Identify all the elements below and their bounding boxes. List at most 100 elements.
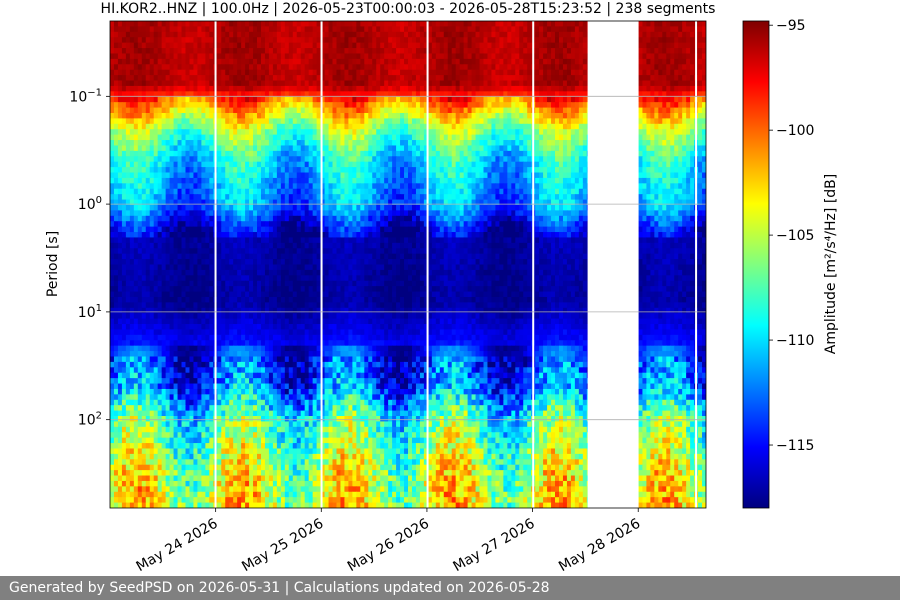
spectrogram-cell <box>582 31 588 38</box>
spectrogram-cell <box>141 107 147 114</box>
spectrogram-cell <box>670 96 675 103</box>
spectrogram-cell <box>161 75 167 82</box>
spectrogram-cell <box>193 75 199 82</box>
spectrogram-cell <box>408 64 413 71</box>
spectrogram-cell <box>475 69 481 76</box>
spectrogram-cell <box>253 118 258 125</box>
spectrogram-cell <box>388 69 393 76</box>
spectrogram-cell <box>217 31 222 38</box>
spectrogram-cell <box>411 188 417 195</box>
spectrogram-cell <box>459 129 465 136</box>
spectrogram-cell <box>455 102 461 109</box>
spectrogram-cell <box>396 177 401 184</box>
spectrogram-cell <box>527 48 532 55</box>
spectrogram-cell <box>197 102 202 109</box>
spectrogram-cell <box>479 167 485 174</box>
spectrogram-cell <box>678 37 683 44</box>
spectrogram-cell <box>479 194 485 201</box>
spectrogram-cell <box>233 64 238 71</box>
spectrogram-cell <box>638 107 644 114</box>
spectrogram-cell <box>292 107 298 114</box>
spectrogram-cell <box>491 177 497 184</box>
spectrogram-cell <box>169 150 175 157</box>
spectrogram-cell <box>439 42 445 49</box>
spectrogram-cell <box>360 118 365 125</box>
spectrogram-cell <box>153 85 159 92</box>
spectrogram-cell <box>328 161 334 168</box>
spectrogram-cell <box>467 80 473 87</box>
spectrogram-cell <box>181 85 187 92</box>
spectrogram-cell <box>348 69 353 76</box>
spectrogram-cell <box>646 96 651 103</box>
spectrogram-cell <box>670 26 675 33</box>
spectrogram-cell <box>463 145 469 152</box>
spectrogram-cell <box>312 53 318 60</box>
spectrogram-cell <box>419 69 425 76</box>
spectrogram-cell <box>471 167 477 174</box>
spectrogram-cell <box>253 183 258 190</box>
spectrogram-cell <box>257 118 262 125</box>
spectrogram-cell <box>264 123 270 130</box>
spectrogram-cell <box>392 37 397 44</box>
spectrogram-cell <box>292 21 298 28</box>
spectrogram-cell <box>384 58 389 65</box>
spectrogram-cell <box>658 91 663 98</box>
spectrogram-cell <box>113 42 119 49</box>
spectrogram-cell <box>113 156 119 163</box>
spectrogram-cell <box>276 75 282 82</box>
spectrogram-cell <box>499 161 504 168</box>
spectrogram-cell <box>209 102 214 109</box>
spectrogram-cell <box>642 69 647 76</box>
spectrogram-cell <box>698 102 703 109</box>
spectrogram-cell <box>217 91 222 98</box>
spectrogram-cell <box>682 177 687 184</box>
spectrogram-cell <box>149 80 155 87</box>
spectrogram-cell <box>264 107 270 114</box>
spectrogram-cell <box>527 37 532 44</box>
spectrogram-cell <box>300 96 306 103</box>
spectrogram-cell <box>408 91 413 98</box>
spectrogram-cell <box>233 107 238 114</box>
spectrogram-cell <box>332 183 338 190</box>
spectrogram-cell <box>443 53 449 60</box>
spectrogram-cell <box>368 118 373 125</box>
spectrogram-cell <box>686 140 691 147</box>
spectrogram-cell <box>245 150 250 157</box>
spectrogram-cell <box>272 107 278 114</box>
spectrogram-cell <box>205 96 210 103</box>
spectrogram-cell <box>459 123 465 130</box>
spectrogram-cell <box>388 123 393 130</box>
spectrogram-cell <box>475 80 481 87</box>
spectrogram-cell <box>117 161 123 168</box>
spectrogram-cell <box>348 112 353 119</box>
spectrogram-cell <box>650 69 655 76</box>
spectrogram-cell <box>392 31 397 38</box>
spectrogram-cell <box>284 75 290 82</box>
spectrogram-cell <box>646 91 651 98</box>
spectrogram-cell <box>332 21 338 28</box>
spectrogram-cell <box>523 21 528 28</box>
spectrogram-cell <box>662 123 667 130</box>
spectrogram-cell <box>582 91 588 98</box>
spectrogram-cell <box>570 69 576 76</box>
spectrogram-cell <box>562 112 568 119</box>
spectrogram-cell <box>511 80 516 87</box>
spectrogram-cell <box>320 85 326 92</box>
spectrogram-cell <box>400 112 405 119</box>
spectrogram-cell <box>360 37 365 44</box>
spectrogram-cell <box>690 21 695 28</box>
spectrogram-cell <box>368 53 373 60</box>
spectrogram-cell <box>503 123 508 130</box>
spectrogram-cell <box>475 85 481 92</box>
spectrogram-cell <box>646 145 651 152</box>
spectrogram-cell <box>364 53 369 60</box>
spectrogram-cell <box>507 75 512 82</box>
spectrogram-cell <box>527 123 532 130</box>
spectrogram-cell <box>328 167 334 174</box>
spectrogram-cell <box>241 172 246 179</box>
spectrogram-cell <box>519 26 524 33</box>
spectrogram-cell <box>292 145 298 152</box>
spectrogram-cell <box>217 42 222 49</box>
spectrogram-cell <box>177 69 183 76</box>
spectrogram-cell <box>475 91 481 98</box>
